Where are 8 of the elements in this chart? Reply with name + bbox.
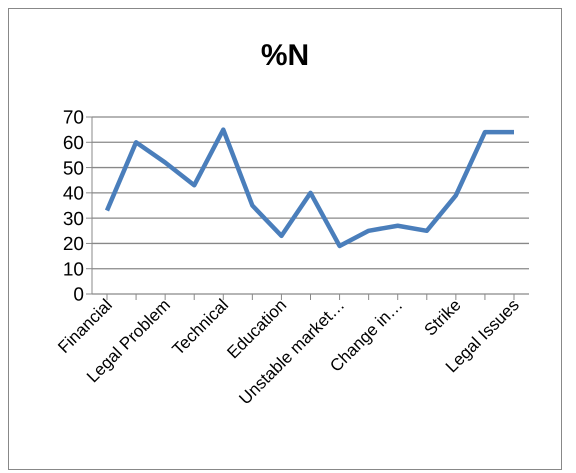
y-tick-label: 30 [62,208,84,230]
y-tick-label: 70 [62,108,84,129]
y-tick-label: 40 [62,184,84,205]
y-tick-label: 20 [62,234,84,256]
y-tick-label: 60 [62,133,84,154]
y-tick-label: 50 [62,158,84,180]
chart-title: %N [260,39,310,74]
y-tick-label: 10 [62,259,84,280]
